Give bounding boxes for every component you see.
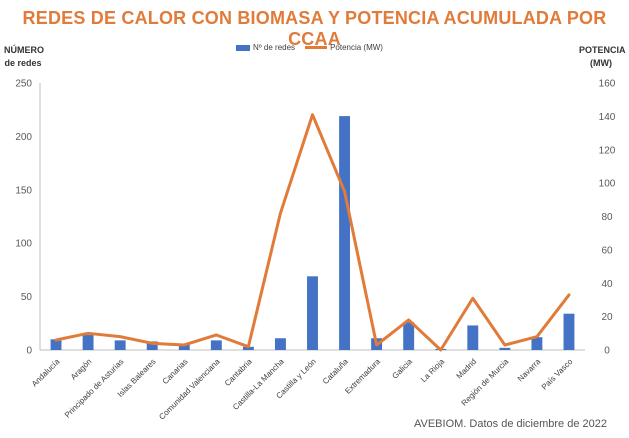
legend-item-line: Potencia (MW) — [305, 43, 383, 52]
x-category-label: Madrid — [455, 357, 479, 381]
bar — [210, 340, 222, 350]
x-category-label: Canarias — [161, 357, 190, 386]
x-category-label: Navarra — [516, 357, 543, 384]
x-category-label: Cantabria — [223, 357, 254, 388]
y-axis-right-title-line-2: (MW) — [590, 58, 612, 68]
legend-label-line: Potencia (MW) — [330, 43, 383, 52]
legend-item-bars: Nº de redes — [236, 43, 295, 52]
y-axis-right-title-line-1: POTENCIA — [579, 45, 626, 55]
bar — [339, 116, 351, 350]
chart-title: REDES DE CALOR CON BIOMASA Y POTENCIA AC… — [22, 8, 607, 49]
x-category-label: La Rioja — [419, 357, 447, 385]
bar — [531, 337, 543, 350]
bar — [178, 343, 190, 350]
x-category-label: Cataluña — [321, 357, 350, 386]
y-right-tick-label: 120 — [599, 145, 616, 156]
bar — [114, 340, 126, 350]
y-axis-right-title: POTENCIA (MW) — [579, 44, 626, 70]
y-axis-left-title: NÚMERO de redes — [4, 44, 44, 70]
y-left-tick-label: 200 — [15, 132, 32, 143]
y-left-tick-label: 100 — [15, 239, 32, 250]
legend-line-swatch — [305, 46, 328, 49]
bar — [307, 276, 318, 350]
y-axis-left-title-line-2: de redes — [4, 58, 42, 68]
y-left-tick-label: 150 — [15, 185, 32, 196]
y-right-tick-label: 0 — [604, 346, 610, 357]
bar — [274, 338, 286, 350]
y-right-tick-label: 100 — [599, 179, 616, 190]
x-category-label: Andalucía — [30, 357, 62, 389]
bar — [403, 322, 415, 350]
x-category-label: Comunidad Valenciana — [157, 357, 222, 422]
bar — [499, 347, 511, 350]
x-category-label: País Vasco — [540, 357, 575, 392]
y-left-tick-label: 250 — [15, 79, 32, 90]
y-right-tick-label: 160 — [599, 79, 616, 90]
y-right-tick-label: 60 — [601, 245, 613, 256]
bar — [242, 346, 254, 350]
bar — [146, 341, 158, 350]
chart-legend: Nº de redes Potencia (MW) — [236, 43, 393, 52]
x-category-label: Galicia — [390, 357, 414, 381]
bar — [467, 325, 479, 350]
series-line-potencia — [54, 113, 571, 352]
y-right-tick-label: 80 — [601, 212, 613, 223]
bar — [50, 339, 62, 350]
bar — [82, 335, 94, 350]
y-right-tick-label: 40 — [601, 279, 613, 290]
bar — [563, 313, 575, 350]
legend-label-bars: Nº de redes — [253, 43, 296, 52]
y-right-tick-label: 20 — [601, 312, 613, 323]
x-category-label: Extremadura — [343, 357, 382, 396]
y-right-tick-label: 140 — [599, 112, 616, 123]
y-left-tick-label: 0 — [26, 346, 32, 357]
x-category-label: Aragón — [69, 357, 94, 382]
y-axis-left-title-line-1: NÚMERO — [4, 45, 44, 55]
source-note: AVEBIOM. Datos de diciembre de 2022 — [413, 418, 607, 430]
x-category-label: Principado de Asturias — [63, 357, 126, 420]
y-left-tick-label: 50 — [21, 292, 33, 303]
legend-bar-swatch — [236, 44, 250, 51]
